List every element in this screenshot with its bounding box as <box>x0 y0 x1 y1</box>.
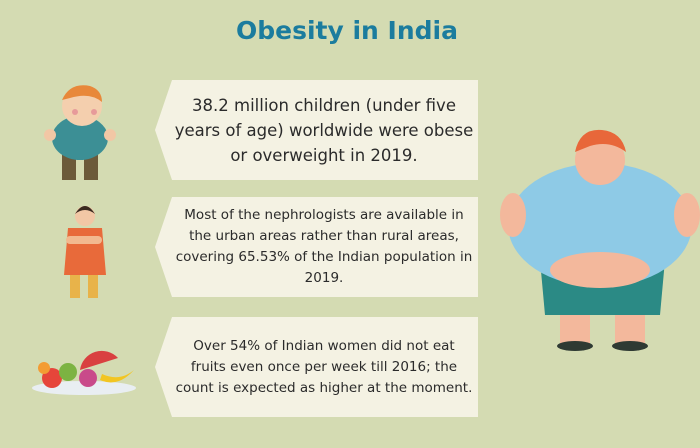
callout <box>155 317 478 417</box>
man-illustration <box>500 129 700 351</box>
woman-illustration <box>64 206 106 298</box>
fact-text: Over 54% of Indian women did not eat fru… <box>175 337 473 396</box>
child-illustration <box>44 85 116 180</box>
fact-text: 38.2 million children (under five years … <box>174 95 474 165</box>
callout <box>155 80 478 180</box>
title: Obesity in India <box>235 16 458 45</box>
callout <box>155 197 478 297</box>
callouts <box>155 80 478 417</box>
fact-text: Most of the nephrologists are available … <box>175 207 473 286</box>
fruit-illustration <box>32 350 136 395</box>
